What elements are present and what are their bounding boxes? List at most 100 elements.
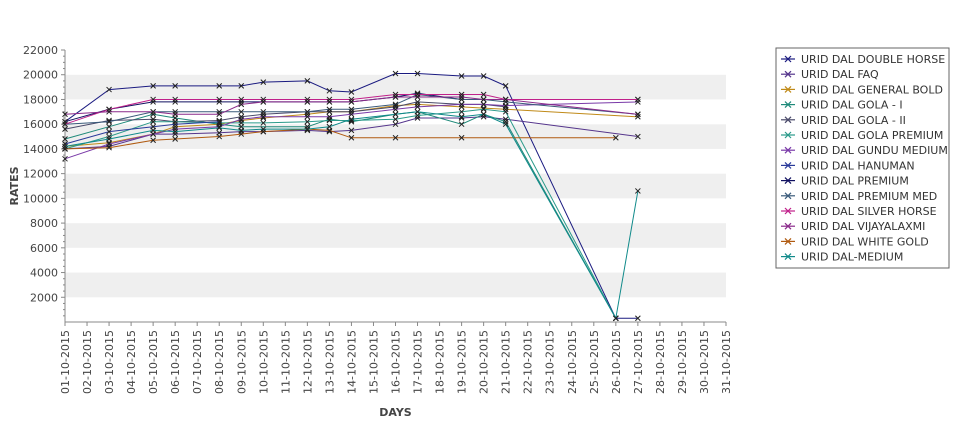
y-tick-label: 22000 [23,44,58,57]
data-point [150,137,156,144]
x-tick-label: 04-10-2015 [125,330,138,394]
series-line [64,94,638,125]
data-point [480,73,487,79]
x-tick-label: 12-10-2015 [301,330,314,394]
y-tick-label: 18000 [23,93,58,106]
data-point [62,136,68,142]
x-tick-label: 27-10-2015 [632,330,645,394]
data-point [458,101,465,108]
data-point [238,108,245,115]
data-point [150,127,156,134]
data-point [326,108,333,115]
legend-item: URID DAL VIJAYALAXMI [781,220,925,233]
grid-band [65,198,726,224]
data-point [238,127,245,134]
legend-label: URID DAL GOLA - I [801,99,903,112]
series-line [64,96,638,115]
x-tick-label: 05-10-2015 [147,330,160,394]
data-point [106,123,112,130]
data-point [458,96,465,103]
y-tick-label: 2000 [30,291,58,304]
data-point [326,123,333,130]
legend-item: URID DAL SILVER HORSE [781,205,937,218]
legend-item: URID DAL HANUMAN [781,159,915,172]
data-point [480,91,487,98]
x-tick-label: 22-10-2015 [522,330,535,394]
data-point [106,128,112,135]
data-point [326,106,333,113]
data-point [106,106,112,113]
data-point [260,79,267,85]
data-point [216,118,223,125]
legend-label: URID DAL DOUBLE HORSE [801,53,945,66]
y-tick-label: 20000 [23,69,58,82]
legend-label: URID DAL GENERAL BOLD [801,83,943,96]
y-tick-label: 14000 [23,143,58,156]
grid-band [65,173,726,199]
data-point [392,94,399,100]
data-point [304,111,311,118]
data-point [348,99,355,105]
legend-item: URID DAL GOLA - I [781,99,903,112]
x-tick-label: 10-10-2015 [257,330,270,394]
data-point [414,70,421,77]
data-point [458,134,465,141]
legend-label: URID DAL GUNDU MEDIUM [801,144,948,157]
data-point [150,108,156,115]
data-point [260,113,267,120]
data-point [62,155,68,162]
data-point [238,101,245,108]
legend: URID DAL DOUBLE HORSE URID DAL FAQ URID DA… [775,47,950,269]
x-tick-label: 21-10-2015 [500,330,513,394]
y-tick-label: 4000 [30,267,58,280]
legend-item: URID DAL WHITE GOLD [781,235,929,248]
grid-band [65,272,726,298]
data-point [392,91,399,98]
series-lines [62,70,641,322]
data-point [216,99,223,105]
x-tick-label: 15-10-2015 [367,330,380,394]
x-tick-label: 29-10-2015 [676,330,689,394]
data-point [238,96,245,103]
data-point [238,83,245,89]
legend-label: URID DAL GOLA - II [801,114,906,127]
data-point [62,146,68,152]
legend-item: URID DAL PREMIUM [781,175,909,188]
x-tick-label: 09-10-2015 [235,330,248,394]
series-line [64,101,638,160]
data-point [392,121,399,128]
x-tick-label: 26-10-2015 [610,330,623,394]
data-point [326,99,333,105]
data-point [458,121,465,128]
data-point [260,99,267,105]
data-point [458,94,465,100]
data-point [635,111,641,118]
legend-item: URID DAL-MEDIUM [781,251,903,264]
data-point [502,108,509,115]
grid-band [65,50,726,75]
data-point [326,87,333,94]
data-point [172,121,179,128]
data-point [348,134,355,141]
y-axis-ticks: 2000 4000 6000 8000 10000 12000 14000 16000 1800… [23,44,65,317]
data-point [392,111,399,118]
legend-item: URID DAL DOUBLE HORSE [781,53,945,66]
data-point [304,108,311,115]
y-tick-label: 12000 [23,168,58,181]
data-point [348,127,355,134]
data-point [480,111,487,118]
data-point [106,144,112,151]
series-group [62,91,641,128]
y-tick-label: 8000 [30,217,58,230]
x-tick-label: 18-10-2015 [434,330,447,394]
data-point [392,101,399,108]
data-point [635,96,641,103]
data-point [392,116,399,123]
data-point [106,118,112,125]
data-point [502,83,509,89]
data-point [348,116,355,123]
data-point [414,94,421,100]
data-point [216,96,223,103]
data-point [106,108,112,115]
